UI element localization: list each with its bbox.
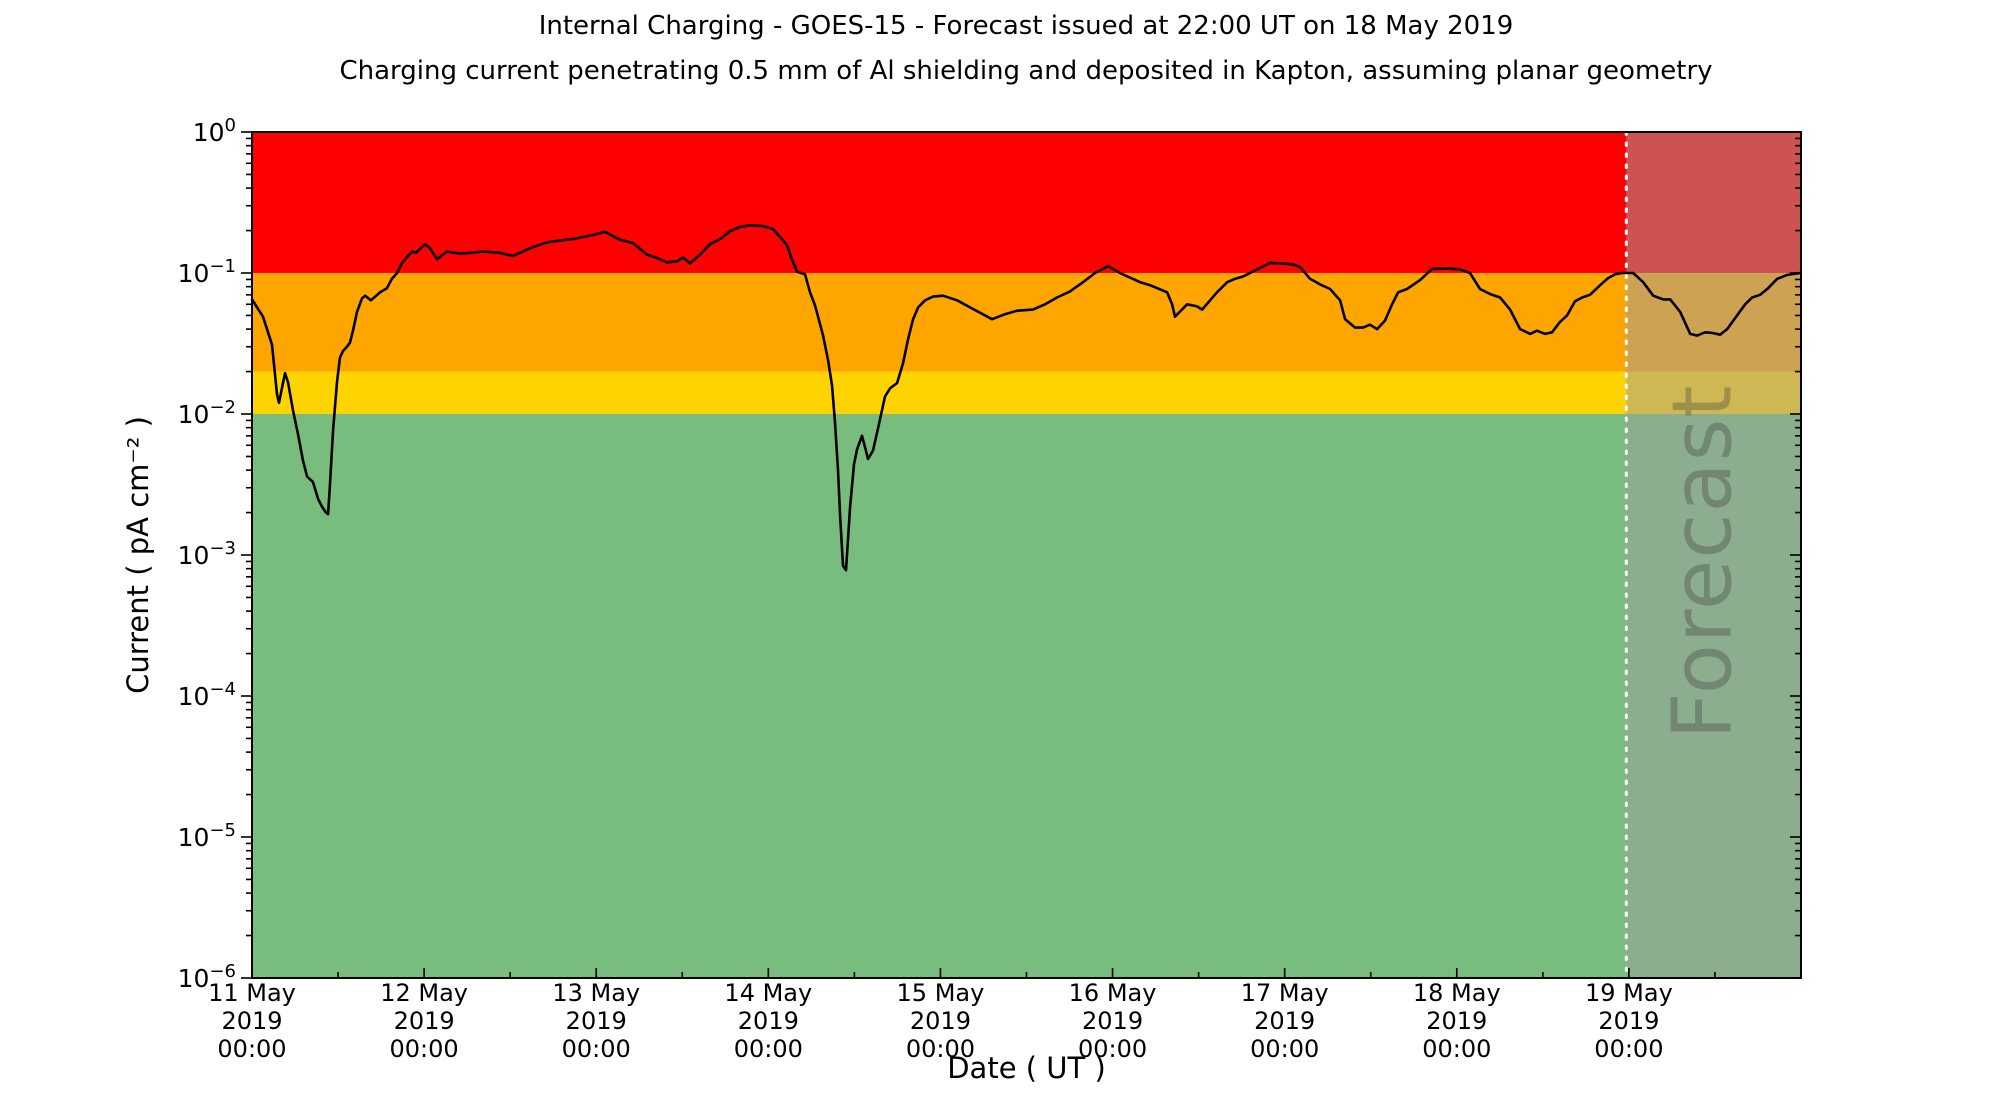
- plot-border: [251, 131, 1802, 979]
- y-tick-label: 10−3: [178, 538, 236, 570]
- band-red-alert: [252, 132, 1801, 273]
- x-tick-label: 2019: [1426, 1007, 1487, 1035]
- y-tick-label: 10−5: [178, 820, 236, 852]
- x-tick-label: 2019: [566, 1007, 627, 1035]
- x-tick-label: 12 May: [380, 979, 468, 1007]
- chart-subtitle: Charging current penetrating 0.5 mm of A…: [339, 56, 1713, 86]
- x-tick-label: 17 May: [1241, 979, 1329, 1007]
- x-tick-label: 13 May: [552, 979, 640, 1007]
- y-tick-label: 10−1: [178, 256, 236, 288]
- x-tick-label: 00:00: [906, 1035, 975, 1063]
- x-tick-label: 00:00: [390, 1035, 459, 1063]
- chart-title: Internal Charging - GOES-15 - Forecast i…: [538, 11, 1514, 41]
- x-tick-label: 2019: [221, 1007, 282, 1035]
- x-tick-label: 00:00: [217, 1035, 286, 1063]
- x-tick-label: 11 May: [208, 979, 296, 1007]
- x-tick-label: 15 May: [897, 979, 985, 1007]
- band-gold-caution: [252, 371, 1801, 414]
- y-tick-label: 10−4: [178, 679, 236, 711]
- x-tick-label: 2019: [1254, 1007, 1315, 1035]
- x-tick-label: 00:00: [1594, 1035, 1663, 1063]
- x-tick-label: 00:00: [1250, 1035, 1319, 1063]
- x-tick-label: 00:00: [734, 1035, 803, 1063]
- forecast-overlay: [1626, 132, 1801, 978]
- band-green-quiet: [252, 414, 1801, 978]
- x-tick-label: 00:00: [1078, 1035, 1147, 1063]
- y-tick-label: 100: [193, 115, 236, 147]
- y-tick-label: 10−2: [178, 397, 236, 429]
- band-orange-warning: [252, 273, 1801, 372]
- x-axis-label: Date ( UT ): [947, 1051, 1106, 1085]
- x-tick-label: 14 May: [724, 979, 812, 1007]
- x-tick-label: 19 May: [1585, 979, 1673, 1007]
- y-tick-label: 10−6: [178, 961, 236, 993]
- x-tick-label: 16 May: [1069, 979, 1157, 1007]
- y-axis-label: Current ( pA cm⁻² ): [121, 416, 155, 694]
- x-tick-label: 18 May: [1413, 979, 1501, 1007]
- x-tick-label: 2019: [1598, 1007, 1659, 1035]
- x-tick-label: 2019: [394, 1007, 455, 1035]
- x-tick-label: 2019: [910, 1007, 971, 1035]
- x-tick-label: 2019: [738, 1007, 799, 1035]
- forecast-watermark: Forecast: [1655, 384, 1751, 740]
- x-tick-label: 00:00: [1422, 1035, 1491, 1063]
- x-tick-label: 00:00: [562, 1035, 631, 1063]
- x-tick-label: 2019: [1082, 1007, 1143, 1035]
- series-line-charging-current: [250, 224, 1802, 572]
